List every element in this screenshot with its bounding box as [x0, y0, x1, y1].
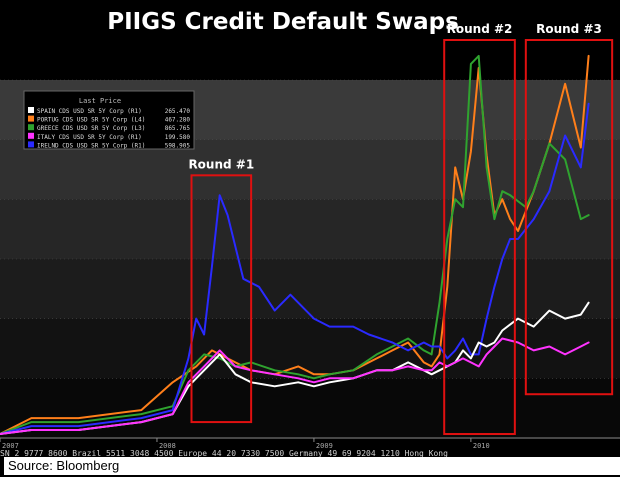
legend: Last Price SPAIN CDS USD SR 5Y Corp (R1)… [23, 90, 195, 150]
legend-label: PORTUG CDS USD SR 5Y Corp (L4) [37, 117, 145, 124]
x-tick-label: 2010 [473, 442, 490, 450]
series-line-irelnd [0, 102, 590, 435]
x-axis: 2007 2008 2009 2010 [0, 437, 620, 450]
legend-swatch [28, 124, 34, 131]
source-caption: Source: Bloomberg [4, 457, 620, 475]
legend-swatch [28, 107, 34, 113]
legend-value: 199.580 [165, 134, 191, 141]
legend-header: Last Price [79, 97, 121, 105]
round-box-1 [190, 174, 253, 424]
background-band [0, 139, 620, 201]
round-box-3 [524, 39, 614, 396]
legend-swatch [28, 115, 34, 122]
legend-value: 467.280 [165, 117, 191, 124]
x-tick-label: 2007 [2, 442, 19, 450]
legend-label: SPAIN CDS USD SR 5Y Corp (R1) [37, 108, 142, 115]
legend-swatch [28, 132, 34, 139]
legend-label: GREECE CDS USD SR 5Y Corp (L3) [37, 125, 145, 132]
x-tick-label: 2009 [316, 442, 333, 450]
gradient-bands [0, 80, 620, 439]
series-line-italy [0, 337, 590, 435]
x-tick-label: 2008 [159, 442, 176, 450]
footer-contact-strip: SN 2 9777 8600 Brazil 5511 3048 4500 Eur… [0, 450, 448, 458]
series-layer [0, 54, 590, 435]
round-label-1: Round #1 [188, 157, 254, 171]
background-band [0, 259, 620, 320]
round-box-2 [443, 39, 516, 436]
background-band [0, 378, 620, 439]
legend-items: SPAIN CDS USD SR 5Y Corp (R1) 265.470 PORT… [28, 107, 190, 149]
legend-label: ITALY CDS USD SR 5Y Corp (R1) [37, 134, 142, 141]
series-line-spain [0, 301, 590, 435]
round-annotations: Round #1 Round #2 Round #3 [188, 22, 614, 436]
legend-value: 598.905 [165, 142, 191, 149]
legend-value: 865.765 [165, 125, 191, 132]
round-label-3: Round #3 [536, 22, 602, 36]
legend-value: 265.470 [165, 108, 191, 115]
legend-swatch [28, 141, 34, 148]
legend-label: IRELND CDS USD SR 5Y Corp (R1) [37, 142, 145, 149]
round-label-2: Round #2 [447, 22, 513, 36]
chart-title: PIIGS Credit Default Swaps [107, 9, 459, 35]
series-line-greece [0, 54, 590, 435]
background-band [0, 318, 620, 380]
legend-box [23, 90, 195, 150]
